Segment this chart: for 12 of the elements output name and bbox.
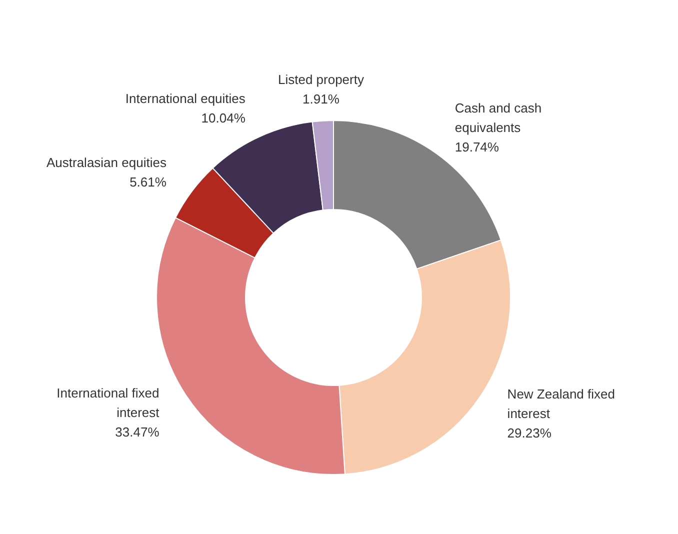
data-label: 29.23% [507,425,552,440]
data-label: 1.91% [302,91,340,106]
data-label: 33.47% [115,424,160,440]
data-label: 10.04% [201,110,246,126]
slice-label: Listed property [278,72,364,87]
data-label: 5.61% [130,174,167,190]
slice-label: Australasian equities [46,154,167,170]
data-label: 19.74% [454,140,500,155]
slice-label: International fixed interest [56,386,160,420]
slice-label: International equities [125,90,246,106]
slice-label: Cash and cash equivalents [454,100,542,136]
slice-label: New Zealand fixed interest [507,386,615,421]
